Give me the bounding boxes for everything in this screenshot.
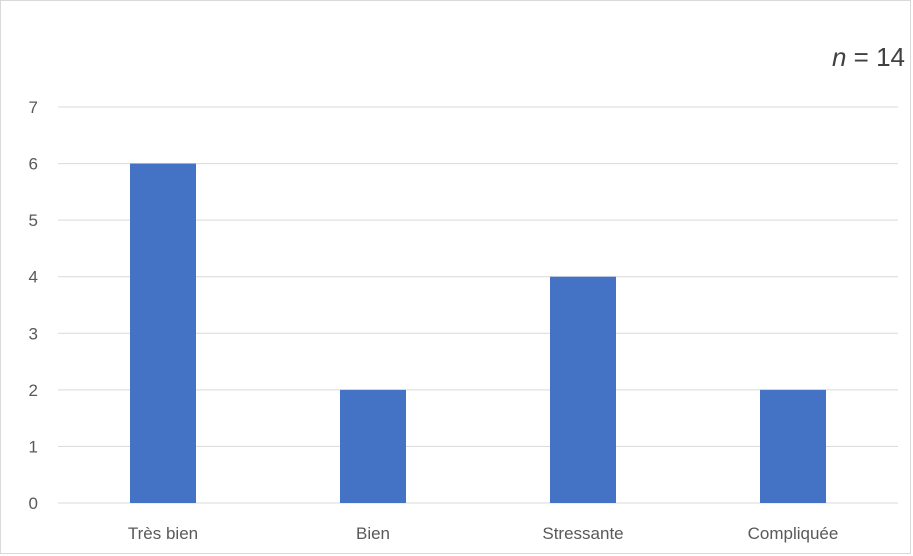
sample-size-variable: n (832, 42, 846, 72)
y-tick-label: 7 (29, 98, 38, 117)
gridlines (58, 106, 898, 504)
x-tick-label: Stressante (542, 524, 623, 543)
y-axis-tick-labels: 0 1 2 3 4 5 6 7 (29, 98, 38, 513)
y-tick-label: 4 (29, 268, 38, 287)
y-tick-label: 1 (29, 437, 38, 456)
sample-size-value: 14 (876, 42, 905, 72)
x-tick-label: Bien (356, 524, 390, 543)
bar-1 (130, 163, 196, 504)
y-tick-label: 5 (29, 211, 38, 230)
y-tick-label: 3 (29, 324, 38, 343)
bar-3 (550, 276, 616, 503)
bar-4 (760, 389, 826, 503)
x-axis-tick-labels: Très bien Bien Stressante Compliquée (128, 524, 838, 543)
sample-size-equals: = (846, 42, 876, 72)
bars (130, 163, 826, 504)
sample-size-annotation: n = 14 (832, 42, 905, 72)
x-tick-label: Compliquée (748, 524, 839, 543)
bar-2 (340, 389, 406, 503)
x-tick-label: Très bien (128, 524, 198, 543)
y-tick-label: 6 (29, 155, 38, 174)
y-tick-label: 0 (29, 494, 38, 513)
y-tick-label: 2 (29, 381, 38, 400)
